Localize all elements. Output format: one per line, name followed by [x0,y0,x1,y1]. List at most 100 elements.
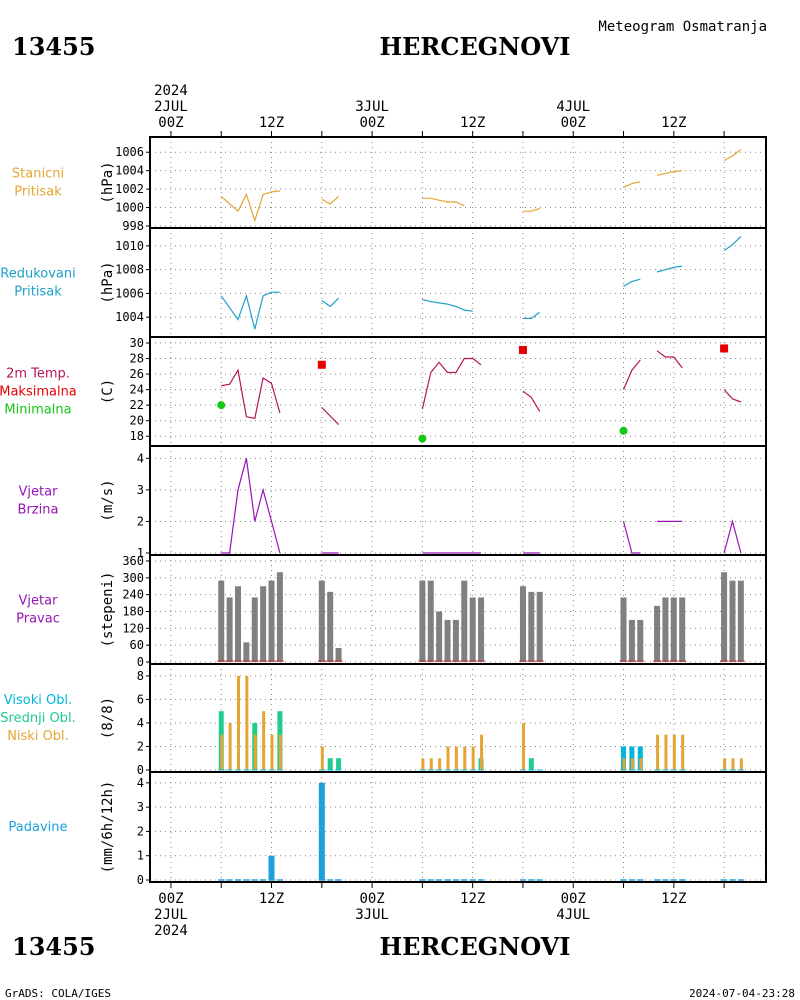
cloud-low-bar [320,746,324,770]
wind-direction-bar [268,580,275,662]
cloud-low-bar [471,746,475,770]
tmin-marker [418,434,427,443]
cloud-low-bar [480,734,484,770]
series-line [623,278,641,287]
series-line [656,350,683,369]
y-tick-label: 1004 [115,164,144,178]
series-line [723,235,742,252]
series-line [656,170,683,176]
cloud-low-bar [639,758,643,770]
panel-label: Pravac [16,612,60,627]
wind-direction-bar [628,619,635,662]
panel-label: Stanicni [12,167,64,182]
y-axis-label: (m/s) [100,479,116,521]
y-tick-label: 18 [130,429,144,443]
wind-direction-bar [461,580,468,662]
wind-direction-bar [536,591,543,662]
tmax-marker [720,344,729,353]
y-tick-label: 4 [137,776,144,790]
precip-bar [318,782,325,880]
cloud-low-bar [245,675,249,770]
cloud-low-bar [421,758,425,770]
y-tick-label: 0 [137,763,144,777]
y-tick-label: 1010 [115,239,144,253]
wind-direction-bar [729,580,736,662]
y-tick-label: 3 [137,800,144,814]
time-label-bottom: 00Z [561,891,586,907]
wind-direction-bar [335,647,342,662]
series-line [422,197,465,207]
cloud-low-bar [454,746,458,770]
cloud-low-bar [270,734,274,770]
cloud-low-bar [463,746,467,770]
series-line [220,291,280,330]
series-line [321,196,339,205]
wind-direction-bar [721,572,728,662]
wind-direction-bar [251,597,258,662]
wind-direction-bar [436,611,443,662]
time-label-bottom: 00Z [359,891,384,907]
wind-direction-bar [226,597,233,662]
cloud-low-bar [237,675,240,770]
wind-direction-bar [679,597,686,662]
wind-direction-bar [260,586,267,662]
cloud-low-bar [253,734,257,770]
series-line [623,181,641,188]
y-tick-label: 1004 [115,310,144,324]
y-tick-label: 120 [122,621,144,635]
time-label-top: 12Z [661,115,686,131]
y-tick-label: 1 [137,546,144,560]
time-label-bottom: 12Z [259,891,284,907]
cloud-low-bar [278,734,282,770]
y-tick-label: 28 [130,352,144,366]
series-line [220,190,280,223]
y-tick-label: 0 [137,873,144,887]
tmax-marker [518,345,527,354]
precip-bar [268,855,275,880]
y-tick-label: 2 [137,824,144,838]
station-id-bottom: 13455 [12,932,96,961]
y-tick-label: 6 [137,692,144,706]
panel-label: Vjetar [19,594,59,609]
meteogram-panels: 9981000100210041006(hPa)StanicniPritisak… [0,136,767,887]
cloud-low-bar [438,758,442,770]
series-line [656,265,683,273]
y-tick-label: 1006 [115,145,144,159]
tmax-marker [317,360,326,369]
y-tick-label: 3 [137,483,144,497]
panel-frame [149,445,767,556]
tmin-marker [217,401,226,410]
panel-label: Pritisak [14,285,62,300]
y-tick-label: 30 [130,336,144,350]
wind-direction-bar [419,580,426,662]
series-line [321,407,340,426]
cloud-low-bar [739,758,743,770]
cloud-low-bar [630,758,634,770]
wind-direction-bar [519,586,526,662]
station-id-top: 13455 [12,32,96,61]
time-label-top: 12Z [259,115,284,131]
panel-label: Vjetar [19,485,59,500]
station-name-top: HERCEGNOVI [379,32,570,61]
y-tick-label: 240 [122,588,144,602]
station-pressure-panel: 998 1000 1002 1004 1006 (hPa) Stanicni Pritisak [12,136,767,233]
series-line [723,519,742,554]
cloud-cover-panel: 0 2 4 6 8 (8/8) Visoki Obl. Srednji Obl. Niski O… [0,663,767,777]
cloud-low-bar [429,758,433,770]
time-label-bottom: 00Z [158,891,183,907]
cloud-low-bar [672,734,676,770]
cloud-low-bar [228,722,232,770]
series-line [622,359,641,390]
footer-left: GrADS: COLA/IGES [5,987,111,1000]
y-tick-label: 360 [122,554,144,568]
wind-direction-bar [469,597,476,662]
series-line [723,149,742,162]
y-tick-label: 1000 [115,201,144,215]
wind-direction-bar [427,580,434,662]
cloud-low-bar [220,734,224,770]
time-label-top: 2JUL [154,99,188,115]
cloud-mid-bar [327,758,333,770]
y-tick-label: 24 [130,383,144,397]
